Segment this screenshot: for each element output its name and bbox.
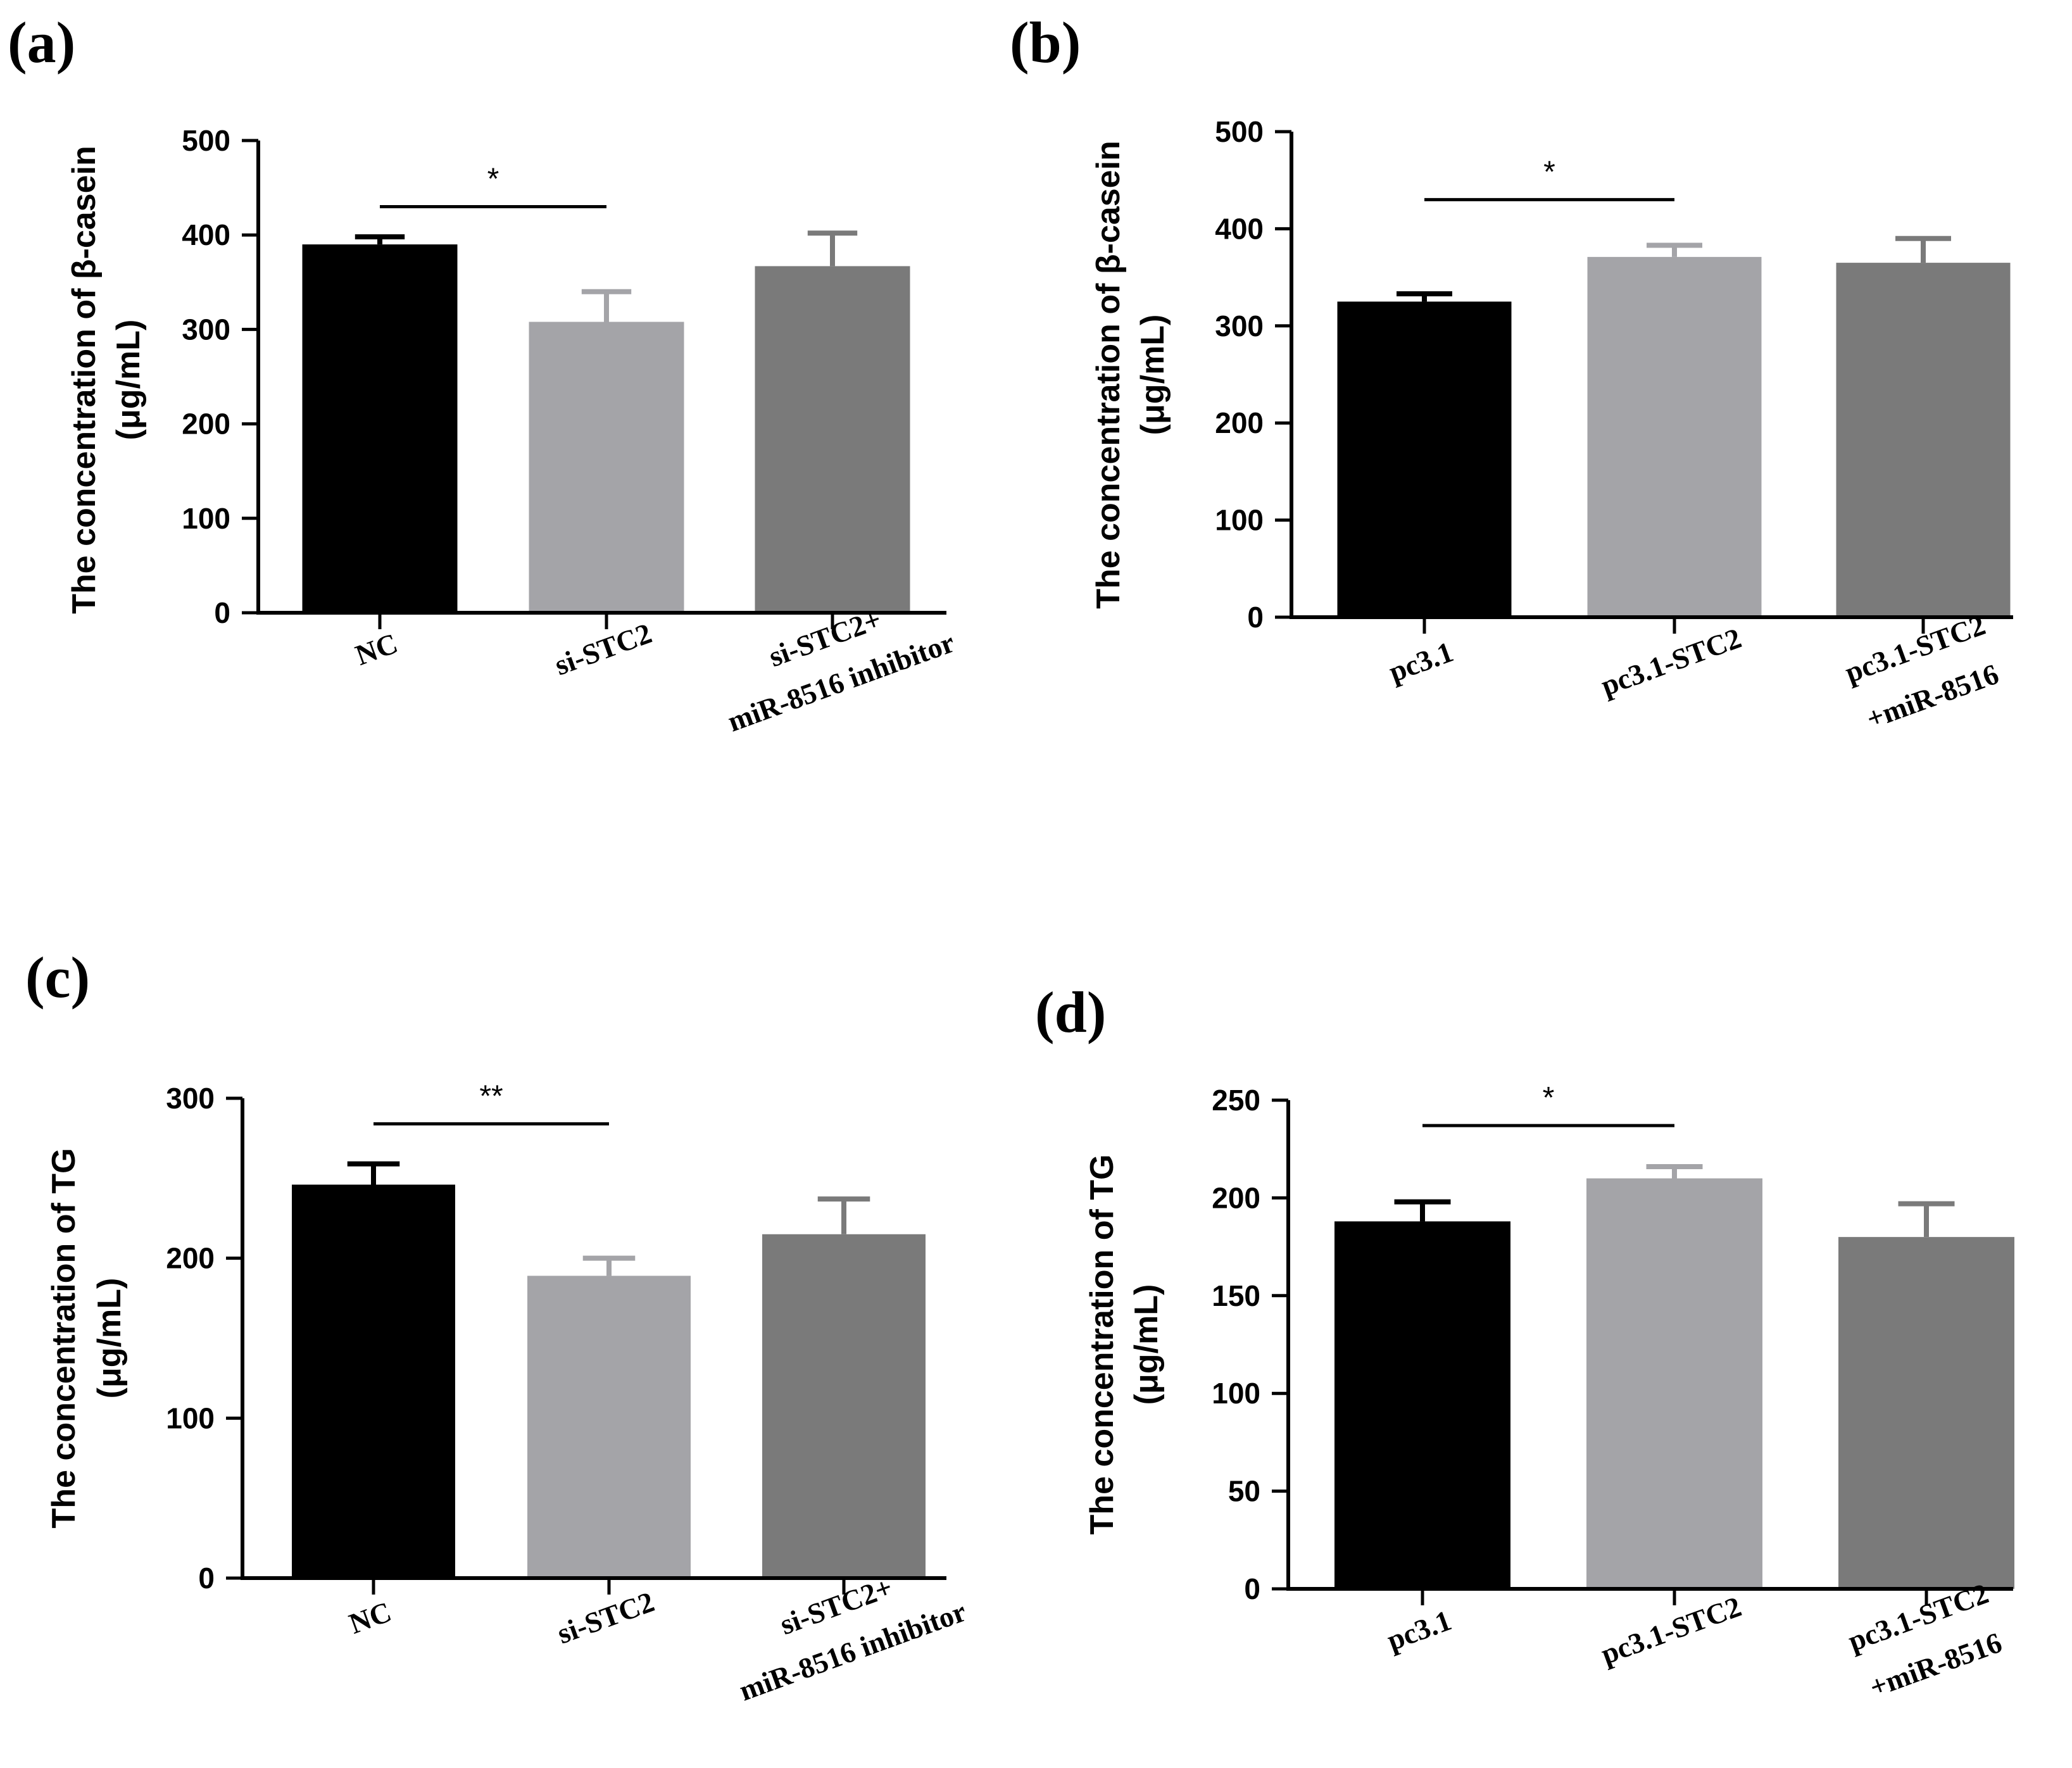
x-tick-label-1: pc3.1-STC2 [1597,622,1745,702]
significance-mark: ** [479,1079,503,1113]
y-tick-label-0: 0 [198,1562,215,1595]
x-tick-label-0: NC [345,1595,396,1640]
y-axis-title: The concentration of TG (μg/mL) [46,1148,128,1529]
y-axis-title-line-2: (μg/mL) [110,320,147,441]
x-tick-label-0: pc3.1 [1384,636,1457,688]
chart-panel-b: (b) The concentration of β-casein (μg/mL) 0… [1010,10,2013,735]
panel-label: (a) [8,10,75,75]
y-tick-label-1: 100 [182,502,230,535]
y-tick-label-5: 250 [1212,1084,1260,1117]
x-tick-label-1: si-STC2 [553,1585,658,1650]
x-tick-label-1-line-0: pc3.1-STC2 [1597,622,1745,702]
bar-1 [527,1276,691,1578]
x-tick-label-0: NC [351,627,402,672]
significance-mark: * [1543,1081,1555,1115]
y-tick-label-5: 500 [1215,115,1264,148]
y-axis-title-line-1: The concentration of TG [46,1148,82,1529]
y-axis-title-line-1: The concentration of TG [1084,1155,1121,1535]
bar-1 [1587,256,1762,617]
y-tick-label-2: 200 [1215,406,1264,439]
x-tick-label-0-line-0: pc3.1 [1384,636,1457,688]
y-tick-label-4: 200 [1212,1181,1260,1214]
y-axis-title-line-2: (μg/mL) [1134,315,1171,436]
y-tick-label-1: 50 [1228,1475,1260,1508]
y-tick-label-1: 100 [166,1401,215,1434]
x-tick-label-1: si-STC2 [551,617,656,681]
bar-1 [1586,1178,1762,1589]
panel-label: (d) [1035,980,1106,1044]
y-axis-title: The concentration of β-casein (μg/mL) [66,146,147,614]
bar-2 [762,1234,926,1578]
bar-0 [292,1184,455,1578]
y-axis-title: The concentration of β-casein (μg/mL) [1090,141,1171,609]
y-axis-title-line-2: (μg/mL) [1128,1284,1165,1405]
bar-0 [1334,1221,1510,1589]
x-tick-label-0-line-0: pc3.1 [1383,1604,1455,1657]
significance-mark: * [1543,155,1555,189]
x-tick-label-0: pc3.1 [1383,1604,1455,1657]
y-tick-label-2: 200 [182,408,230,441]
bar-0 [302,244,458,613]
y-tick-label-0: 0 [1244,1572,1260,1605]
panel-label: (c) [25,945,90,1010]
bar-2 [1836,263,2011,618]
y-axis-title-line-2: (μg/mL) [91,1278,128,1399]
y-tick-label-2: 100 [1212,1377,1260,1410]
panel-label: (b) [1010,10,1081,75]
chart-panel-c: (c) The concentration of TG (μg/mL) 0 100 200… [25,945,970,1707]
bar-2 [1838,1237,2014,1589]
significance-mark: * [487,162,499,196]
y-tick-label-3: 300 [182,313,230,346]
y-tick-label-4: 400 [182,218,230,251]
bar-2 [755,266,910,613]
y-tick-label-5: 500 [182,124,230,157]
y-tick-label-2: 200 [166,1242,215,1275]
y-axis-title-line-1: The concentration of β-casein [1090,141,1127,609]
x-tick-label-1: pc3.1-STC2 [1597,1590,1745,1671]
y-tick-label-3: 300 [1215,310,1264,342]
y-tick-label-3: 300 [166,1082,215,1115]
bar-0 [1337,301,1512,617]
chart-panel-d: (d) The concentration of TG (μg/mL) 0 50 100 1… [1035,980,2014,1703]
y-axis-title: The concentration of TG (μg/mL) [1084,1155,1165,1535]
bar-1 [529,322,684,613]
y-axis-title-line-1: The concentration of β-casein [66,146,103,614]
x-tick-label-1-line-0: si-STC2 [553,1585,658,1650]
x-tick-label-0-line-0: NC [345,1595,396,1640]
x-tick-label-0-line-0: NC [351,627,402,672]
y-tick-label-0: 0 [214,596,230,629]
x-tick-label-1-line-0: pc3.1-STC2 [1597,1590,1745,1671]
chart-panel-a: (a) The concentration of β-casein (μg/mL) 0… [8,10,958,738]
y-tick-label-0: 0 [1247,601,1264,634]
x-tick-label-1-line-0: si-STC2 [551,617,656,681]
y-tick-label-4: 400 [1215,212,1264,245]
y-tick-label-3: 150 [1212,1279,1260,1312]
y-tick-label-1: 100 [1215,504,1264,537]
